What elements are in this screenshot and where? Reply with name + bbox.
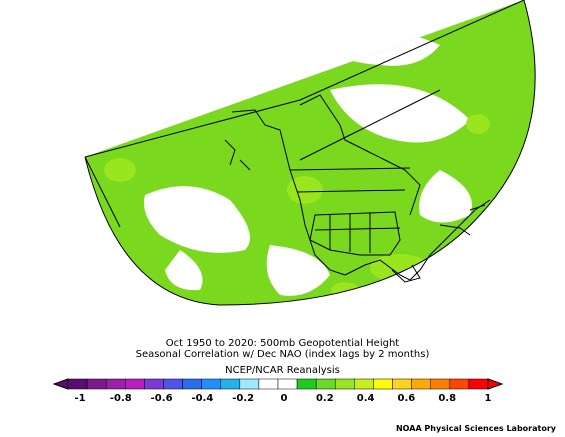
colorbar-tick-label: 1 bbox=[485, 393, 492, 404]
colorbar-swatch bbox=[335, 378, 355, 390]
colorbar-swatch bbox=[392, 378, 412, 390]
sector-outline bbox=[84, 0, 536, 306]
colorbar-swatch bbox=[125, 378, 145, 390]
dataset-label: NCEP/NCAR Reanalysis bbox=[225, 365, 340, 376]
map-title: Oct 1950 to 2020: 500mb Geopotential Hei… bbox=[165, 338, 400, 349]
colorbar-swatch bbox=[430, 378, 451, 390]
map-subtitle: Seasonal Correlation w/ Dec NAO (index l… bbox=[135, 349, 430, 360]
colorbar-swatch bbox=[105, 378, 126, 390]
colorbar: -1 -0.8 -0.6 -0.4 -0.2 0 0.2 0.4 0.6 0.8 1 bbox=[52, 378, 504, 404]
positive-core bbox=[466, 114, 490, 134]
colorbar-swatch bbox=[220, 378, 241, 390]
correlation-field bbox=[85, 0, 536, 305]
colorbar-swatch bbox=[86, 378, 107, 390]
coastlines bbox=[224, 89, 491, 283]
colorbar-swatch bbox=[354, 378, 374, 390]
colorbar-tick-label: 0.4 bbox=[357, 393, 375, 404]
colorbar-swatch bbox=[315, 378, 336, 390]
colorbar-tick-label: -0.6 bbox=[151, 393, 173, 404]
colorbar-tick-label: 0.2 bbox=[316, 393, 334, 404]
colorbar-swatch bbox=[163, 378, 183, 390]
colorbar-swatch bbox=[239, 378, 260, 390]
colorbar-swatch bbox=[449, 378, 470, 390]
credit-label: NOAA Physical Sciences Laboratory bbox=[395, 424, 556, 433]
colorbar-swatch bbox=[468, 378, 489, 390]
colorbar-tick-label: -1 bbox=[74, 393, 85, 404]
near-zero-region bbox=[290, 25, 440, 66]
colorbar-swatch bbox=[182, 378, 202, 390]
positive-core bbox=[104, 158, 136, 182]
colorbar-tick-label: 0.6 bbox=[398, 393, 416, 404]
colorbar-swatch bbox=[373, 378, 393, 390]
near-zero-region bbox=[266, 245, 330, 296]
colorbar-tick-label: -0.8 bbox=[110, 393, 132, 404]
colorbar-swatch bbox=[411, 378, 431, 390]
colorbar-swatch bbox=[144, 378, 164, 390]
colorbar-swatch bbox=[67, 378, 88, 390]
near-zero-region bbox=[144, 186, 250, 253]
near-zero-region bbox=[419, 170, 472, 223]
colorbar-tick-label: 0.8 bbox=[438, 393, 456, 404]
colorbar-tick-label: -0.4 bbox=[191, 393, 213, 404]
colorbar-swatch bbox=[296, 378, 317, 390]
colorbar-swatch bbox=[201, 378, 221, 390]
colorbar-swatch bbox=[258, 378, 279, 390]
positive-core bbox=[331, 282, 359, 298]
colorbar-tick-label: -0.2 bbox=[232, 393, 254, 404]
colorbar-tick-label: 0 bbox=[281, 393, 288, 404]
positive-core bbox=[287, 176, 323, 204]
colorbar-arrow-low bbox=[52, 378, 69, 390]
colorbar-arrow-high bbox=[487, 378, 504, 390]
near-zero-region bbox=[165, 250, 203, 291]
colorbar-swatch bbox=[277, 378, 298, 390]
